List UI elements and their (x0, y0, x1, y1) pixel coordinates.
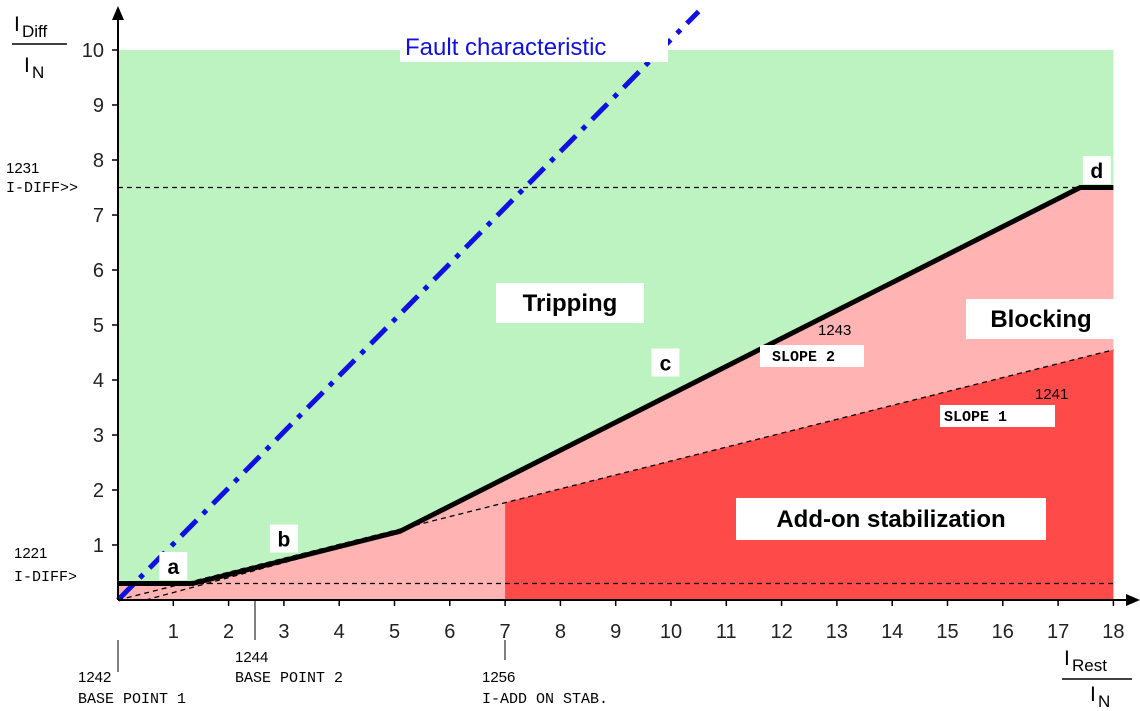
x-tick-label: 1 (168, 621, 179, 643)
x-tick-label: 3 (278, 621, 289, 643)
bp1-name: BASE POINT 1 (78, 691, 186, 708)
y-axis-label-main: I (14, 13, 20, 36)
y-tick-label: 5 (93, 315, 104, 337)
x-tick-label: 6 (444, 621, 455, 643)
y-tick-label: 9 (93, 95, 104, 117)
x-axis-title: I Rest I N (1062, 647, 1132, 711)
series-layer (116, 9, 1114, 602)
point-label-box-d (1082, 156, 1111, 184)
series-line-2 (145, 530, 401, 601)
y-tick-label: 10 (82, 40, 104, 62)
point-label-box-c (651, 348, 680, 377)
bp2-name: BASE POINT 2 (235, 670, 343, 687)
x-tick-label: 9 (610, 621, 621, 643)
x-tick-label: 4 (334, 621, 345, 643)
add-on-label-box (736, 498, 1046, 540)
bp2-id: 1244 (235, 649, 268, 666)
y-axis-arrow (112, 6, 124, 20)
point-label-d: d (1090, 160, 1103, 183)
idiff-high-name: I-DIFF>> (6, 180, 78, 197)
x-tick-label: 5 (389, 621, 400, 643)
idiff-high-id: 1231 (6, 160, 39, 177)
x-tick-label: 18 (1102, 621, 1124, 643)
blocking-label: Blocking (990, 306, 1091, 333)
add-on-label: Add-on stabilization (776, 506, 1005, 533)
y-axis-label-den: I (24, 54, 30, 77)
x-tick-label: 14 (881, 621, 903, 643)
slope1-box (940, 405, 1055, 427)
slope2-name: SLOPE 2 (772, 349, 835, 366)
x-axis-arrow (1126, 594, 1140, 606)
x-axis-label-main: I (1064, 647, 1070, 670)
slope2-id: 1243 (818, 322, 851, 339)
axes (112, 6, 1140, 606)
y-tick-label: 8 (93, 150, 104, 172)
x-tick-labels: 1 2 3 4 5 6 7 8 9 10 11 12 13 14 15 16 17 18 (168, 600, 1125, 643)
reference-lines (118, 186, 1114, 585)
x-tick-label: 10 (660, 621, 682, 643)
y-axis-title: I Diff I N (12, 13, 67, 82)
series-line-3 (117, 349, 1114, 601)
y-tick-label: 3 (93, 425, 104, 447)
y-tick-label: 4 (93, 370, 104, 392)
tripping-label: Tripping (523, 290, 618, 317)
bp1-id: 1242 (78, 669, 111, 686)
slope1-id: 1241 (1035, 386, 1068, 403)
y-tick-label: 1 (93, 535, 104, 557)
blocking-label-box (966, 299, 1116, 339)
fault-label-box (400, 30, 668, 62)
y-axis-label-den-sub: N (32, 63, 44, 82)
x-tick-label: 13 (826, 621, 848, 643)
x-tick-label: 8 (555, 621, 566, 643)
x-tick-label: 2 (223, 621, 234, 643)
point-labels: a b c d (159, 156, 1111, 580)
point-label-box-a (159, 552, 188, 580)
series-line-0 (116, 9, 701, 602)
x-tick-label: 7 (500, 621, 511, 643)
addon-id: 1256 (482, 669, 515, 686)
y-tick-label: 7 (93, 205, 104, 227)
y-axis-label-sub: Diff (22, 22, 47, 41)
x-tick-label: 12 (770, 621, 792, 643)
idiff-low-name: I-DIFF> (14, 569, 77, 586)
point-label-b: b (277, 529, 290, 552)
point-label-box-b (269, 524, 298, 553)
x-tick-label: 16 (992, 621, 1014, 643)
x-tick-label: 15 (936, 621, 958, 643)
slope1-name: SLOPE 1 (944, 409, 1007, 426)
addon-name: I-ADD ON STAB. (482, 691, 608, 708)
idiff-low-id: 1221 (14, 545, 47, 562)
fault-characteristic-label: Fault characteristic (405, 34, 606, 61)
x-axis-label-den: I (1090, 683, 1096, 706)
tripping-label-box (496, 283, 644, 323)
x-tick-label: 11 (716, 621, 737, 643)
x-tick-label: 17 (1047, 621, 1069, 643)
y-tick-label: 2 (93, 480, 104, 502)
x-axis-label-sub: Rest (1072, 656, 1107, 675)
point-label-c: c (660, 353, 672, 376)
y-tick-labels: 1 2 3 4 5 6 7 8 9 10 (82, 40, 118, 557)
slope2-box (760, 345, 864, 367)
point-label-a: a (167, 556, 179, 579)
y-tick-label: 6 (93, 260, 104, 282)
x-axis-label-den-sub: N (1098, 692, 1110, 711)
